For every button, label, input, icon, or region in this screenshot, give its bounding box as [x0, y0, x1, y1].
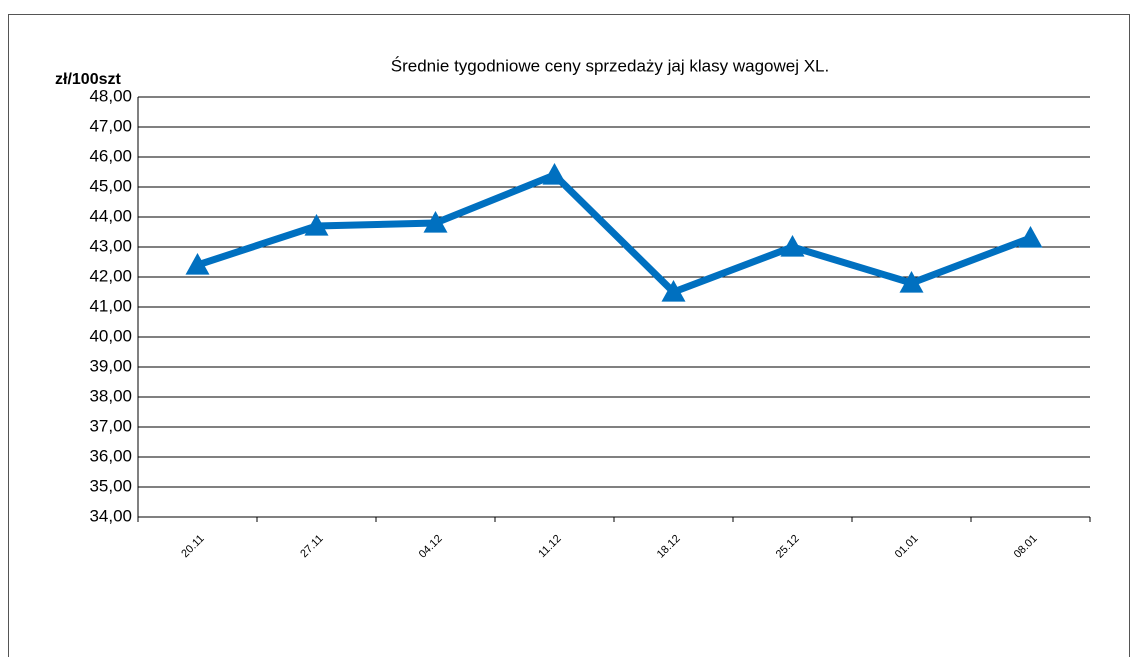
y-tick-label: 38,00: [89, 386, 132, 405]
chart-title: Średnie tygodniowe ceny sprzedaży jaj kl…: [391, 56, 829, 75]
y-tick-label: 43,00: [89, 236, 132, 255]
data-marker: [542, 163, 567, 185]
y-tick-label: 41,00: [89, 296, 132, 315]
data-marker: [423, 211, 448, 233]
y-tick-label: 46,00: [89, 146, 132, 165]
data-marker: [899, 271, 924, 293]
data-marker: [304, 214, 329, 236]
y-tick-label: 37,00: [89, 416, 132, 435]
y-tick-label: 42,00: [89, 266, 132, 285]
data-marker: [185, 253, 210, 275]
y-tick-label: 39,00: [89, 356, 132, 375]
y-tick-label: 36,00: [89, 446, 132, 465]
y-axis-label: zł/100szt: [55, 71, 121, 88]
data-marker: [661, 280, 686, 302]
y-tick-label: 35,00: [89, 476, 132, 495]
y-tick-label: 48,00: [89, 86, 132, 105]
y-tick-label: 47,00: [89, 116, 132, 135]
y-tick-label: 45,00: [89, 176, 132, 195]
y-tick-label: 44,00: [89, 206, 132, 225]
y-tick-label: 40,00: [89, 326, 132, 345]
y-tick-label: 34,00: [89, 506, 132, 525]
data-marker: [1018, 226, 1043, 248]
chart-frame: [8, 14, 1130, 662]
data-marker: [780, 235, 805, 257]
data-line: [196, 170, 1032, 297]
